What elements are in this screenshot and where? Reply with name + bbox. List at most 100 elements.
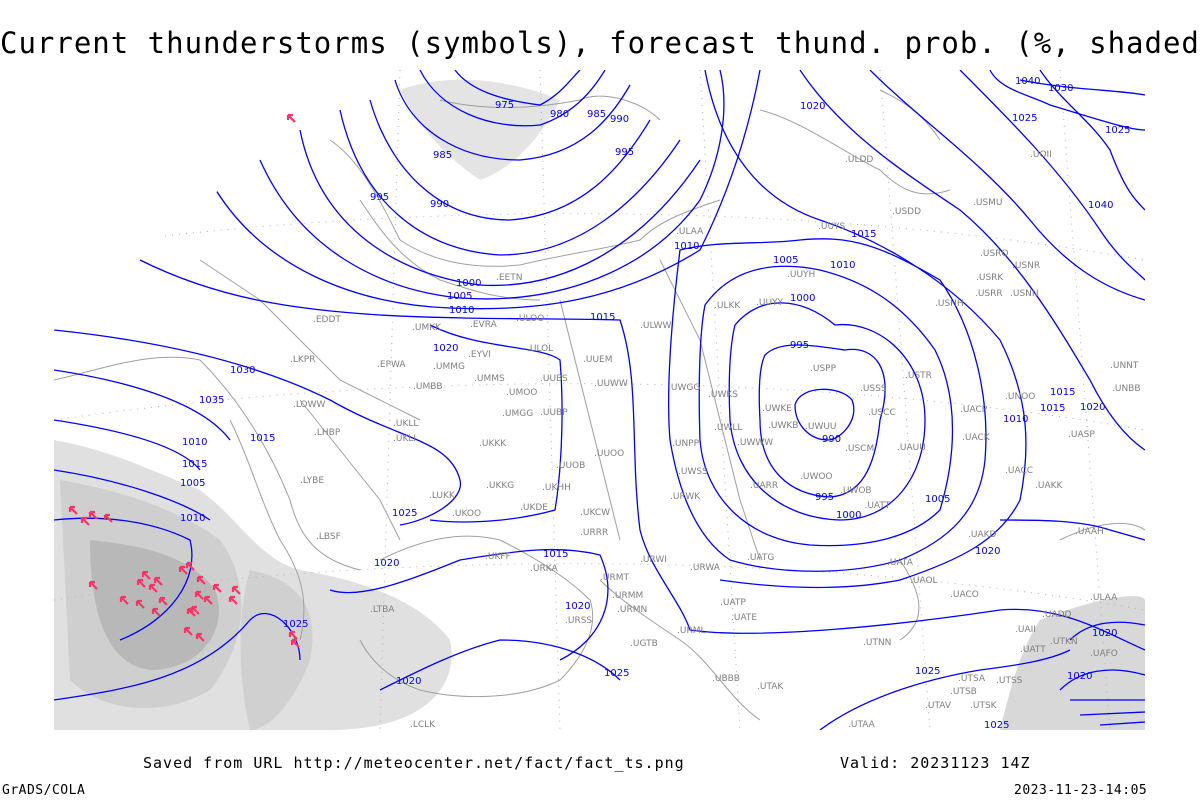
station-label: .UUOB xyxy=(556,461,585,471)
station-label: .LKPR xyxy=(290,355,315,365)
isobar-label: 995 xyxy=(370,192,389,203)
station-label: .UMGG xyxy=(502,409,533,419)
station-label: .UWKE xyxy=(762,404,792,414)
isobar-label: 1040 xyxy=(1015,76,1040,87)
station-label: .UWWW xyxy=(737,438,773,448)
isobar-label: 1010 xyxy=(1003,414,1028,425)
station-label: .UKHH xyxy=(542,483,571,493)
station-label: .UMOO xyxy=(506,388,537,398)
station-label: .EDDT xyxy=(313,315,341,325)
station-label: .USTR xyxy=(905,371,932,381)
station-label: .UUYS xyxy=(818,222,846,232)
isobar-label: 1015 xyxy=(1040,403,1065,414)
thunderstorm-arrow-icon xyxy=(286,113,296,123)
station-label: .UNNT xyxy=(1110,361,1139,371)
thunderstorm-arrow-icon xyxy=(80,516,90,526)
credit: GrADS/COLA xyxy=(2,783,86,798)
station-label: .UATE xyxy=(731,613,757,623)
station-label: .UWOO xyxy=(800,472,833,482)
isobar-label: 1000 xyxy=(456,278,481,289)
thunderstorm-arrow-icon xyxy=(194,590,204,600)
station-label: .URKA xyxy=(530,564,558,574)
isobar-label: 1020 xyxy=(1092,628,1117,639)
isobar-label: 1025 xyxy=(984,720,1009,731)
thunderstorm-arrow-icon xyxy=(290,638,300,648)
station-label: .UAFO xyxy=(1090,649,1118,659)
station-label: .UMBB xyxy=(413,382,443,392)
station-label: .USRO xyxy=(980,249,1009,259)
isobar-label: 1010 xyxy=(180,513,205,524)
isobar-label: 990 xyxy=(822,434,841,445)
probability-shading xyxy=(54,79,1145,730)
isobar-label: 1025 xyxy=(1012,113,1037,124)
station-label: .USCC xyxy=(868,408,896,418)
station-label: .URWA xyxy=(690,563,721,573)
station-label: .UUBS xyxy=(540,374,568,384)
isobar-label: 1005 xyxy=(447,291,472,302)
isobar-label: 1005 xyxy=(180,478,205,489)
station-label: .UUEM xyxy=(583,355,613,365)
station-label: .URSS xyxy=(565,616,592,626)
station-label: .UWKB xyxy=(768,421,798,431)
station-label: .UMMS xyxy=(474,374,505,384)
station-label: .UATP xyxy=(720,598,746,608)
station-label: .USRR xyxy=(975,289,1003,299)
thunderstorm-arrow-icon xyxy=(153,576,163,586)
station-label: .UKLL xyxy=(393,419,418,429)
station-label: .UATA xyxy=(887,558,914,568)
station-label: .LCLK xyxy=(410,720,436,730)
station-label: .UTAA xyxy=(848,720,876,730)
isobar-label: 985 xyxy=(433,150,452,161)
station-label: .UTAK xyxy=(757,682,784,692)
isobar-label: 995 xyxy=(615,147,634,158)
isobar-label: 1025 xyxy=(392,508,417,519)
thunderstorm-arrow-icon xyxy=(178,565,188,575)
isobar-label: 1015 xyxy=(250,433,275,444)
thunderstorm-arrow-icon xyxy=(228,595,238,605)
station-label: .USSS xyxy=(860,384,887,394)
thunderstorm-arrow-icon xyxy=(151,607,161,617)
station-label: .UAAH xyxy=(1075,527,1104,537)
station-label: .UWLL xyxy=(714,423,742,433)
station-label: .UAKK xyxy=(1035,481,1064,491)
station-label: .UUBP xyxy=(540,408,568,418)
station-label: .ULAA xyxy=(1090,593,1118,603)
isobar-label: 1000 xyxy=(790,293,815,304)
station-label: .UAII xyxy=(1015,625,1036,635)
station-label: .UUYY xyxy=(756,298,784,308)
thunderstorm-arrow-icon xyxy=(185,561,195,571)
isobar-label: 1010 xyxy=(449,305,474,316)
thunderstorm-arrow-icon xyxy=(231,585,241,595)
station-label: .EETN xyxy=(496,273,522,283)
station-label: .USHH xyxy=(935,299,964,309)
station-label: .URMT xyxy=(600,573,629,583)
station-label: .ULKK xyxy=(714,301,741,311)
station-label: .UKDE xyxy=(520,503,548,513)
station-label: .UTNN xyxy=(863,638,891,648)
station-label: .UUYH xyxy=(787,270,815,280)
station-label: .UAUU xyxy=(897,443,926,453)
station-label: .UACO xyxy=(950,590,979,600)
station-label: .LUKK xyxy=(429,491,456,501)
station-label: .ULOO xyxy=(516,314,544,324)
station-label: .UADD xyxy=(1042,610,1072,620)
station-label: .UASP xyxy=(1068,430,1095,440)
isobar-label: 980 xyxy=(550,109,569,120)
station-label: .UNBB xyxy=(1112,384,1141,394)
station-label: .UTSS xyxy=(996,676,1023,686)
isobar-label: 985 xyxy=(587,109,606,120)
thunderstorm-arrow-icon xyxy=(288,630,298,640)
station-label: .EYVI xyxy=(468,350,491,360)
station-label: .UMMG xyxy=(433,362,465,372)
station-label: .USNN xyxy=(1010,289,1039,299)
isobar-label: 1005 xyxy=(773,255,798,266)
station-label: .UATT xyxy=(1020,645,1046,655)
station-label: .UTAV xyxy=(925,701,952,711)
station-label: .UUOO xyxy=(594,449,624,459)
station-label: .URMM xyxy=(612,591,643,601)
thunderstorm-arrow-icon xyxy=(103,513,113,523)
station-label: .UWOB xyxy=(840,486,872,496)
isobar-label: 1020 xyxy=(800,101,825,112)
isobars xyxy=(54,70,1145,730)
